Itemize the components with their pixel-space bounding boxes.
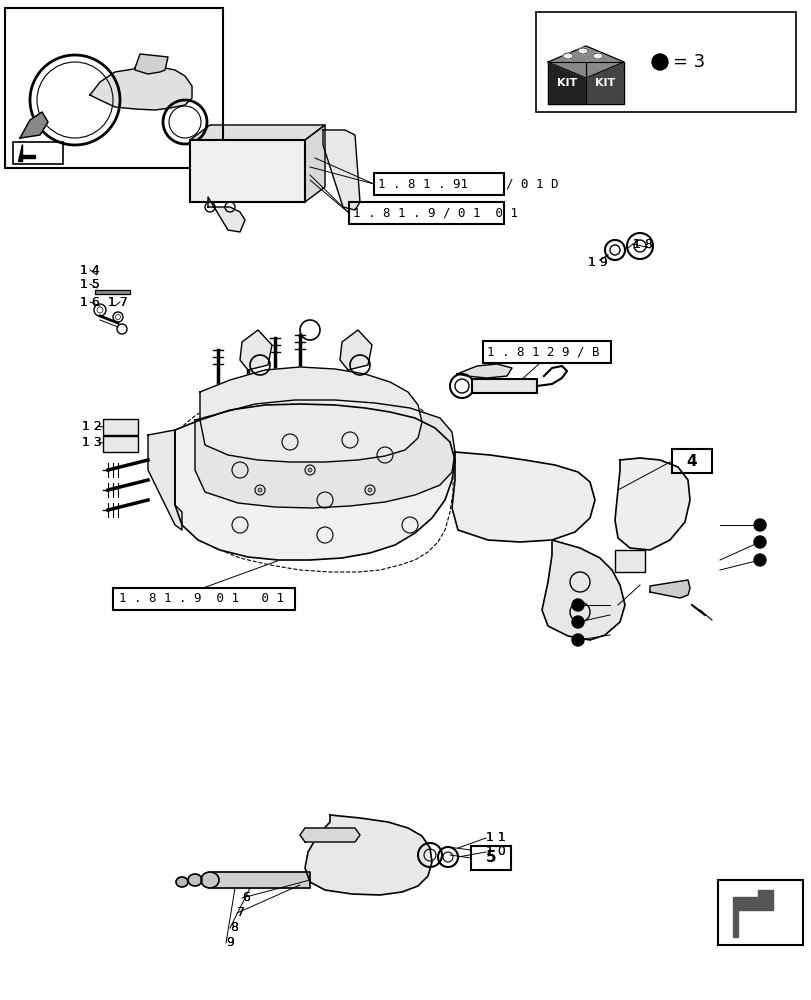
Text: 1 5: 1 5 <box>80 277 100 290</box>
Polygon shape <box>547 62 586 104</box>
Ellipse shape <box>176 877 188 887</box>
Text: 1 . 8 1 . 9 / 0 1  0 1: 1 . 8 1 . 9 / 0 1 0 1 <box>353 207 517 220</box>
Text: 1 2: 1 2 <box>82 420 101 432</box>
Polygon shape <box>541 540 624 640</box>
Bar <box>374 173 504 195</box>
Text: 8: 8 <box>230 921 238 934</box>
Ellipse shape <box>188 874 202 886</box>
Bar <box>103 436 138 452</box>
Circle shape <box>571 599 583 611</box>
Polygon shape <box>210 872 310 888</box>
Circle shape <box>651 54 667 70</box>
Text: 1 0: 1 0 <box>486 845 505 858</box>
Text: 6: 6 <box>242 892 250 904</box>
Text: 1 0: 1 0 <box>486 845 505 858</box>
Text: 1 4: 1 4 <box>80 263 100 276</box>
Polygon shape <box>452 452 594 542</box>
Bar <box>103 419 138 435</box>
Text: 1 8: 1 8 <box>633 237 652 250</box>
Text: 1 3: 1 3 <box>82 436 101 448</box>
Circle shape <box>753 519 765 531</box>
Polygon shape <box>457 364 512 378</box>
Ellipse shape <box>577 48 587 54</box>
Text: 1 5: 1 5 <box>80 277 100 290</box>
Text: 1 7: 1 7 <box>108 296 127 308</box>
Text: 5: 5 <box>485 850 496 865</box>
Text: 1 1: 1 1 <box>486 831 505 844</box>
Polygon shape <box>135 54 168 74</box>
Text: 1 . 8 1 2 9 / B: 1 . 8 1 2 9 / B <box>487 346 599 359</box>
Text: 4: 4 <box>686 454 697 468</box>
Polygon shape <box>732 890 772 937</box>
Circle shape <box>753 554 765 566</box>
Text: 1 4: 1 4 <box>80 263 100 276</box>
Text: / 0 1 D: / 0 1 D <box>505 178 558 191</box>
Bar <box>471 379 536 393</box>
Text: 9: 9 <box>225 936 234 949</box>
Polygon shape <box>95 290 130 294</box>
Text: KIT: KIT <box>594 78 615 88</box>
Text: 1 . 8 1 . 91: 1 . 8 1 . 91 <box>378 178 467 191</box>
Text: 1 9: 1 9 <box>587 255 607 268</box>
Bar <box>614 550 644 572</box>
Polygon shape <box>305 815 431 895</box>
Text: 1 . 8 1 . 9  0 1   0 1: 1 . 8 1 . 9 0 1 0 1 <box>119 592 284 605</box>
Polygon shape <box>195 400 454 508</box>
Bar <box>483 341 610 363</box>
Text: 1 3: 1 3 <box>82 436 101 448</box>
Text: 1 1: 1 1 <box>486 831 505 844</box>
Circle shape <box>367 488 371 492</box>
Polygon shape <box>547 46 623 78</box>
Bar <box>349 202 504 224</box>
Polygon shape <box>586 62 623 104</box>
Polygon shape <box>175 404 454 560</box>
Circle shape <box>571 634 583 646</box>
Polygon shape <box>323 130 359 210</box>
Bar <box>672 449 711 473</box>
Bar <box>113 588 294 610</box>
Polygon shape <box>148 430 182 530</box>
Circle shape <box>307 468 311 472</box>
Text: 1 9: 1 9 <box>587 255 607 268</box>
Ellipse shape <box>562 53 573 59</box>
Text: 8: 8 <box>230 921 238 934</box>
Text: 6: 6 <box>242 892 250 904</box>
Text: 1 6: 1 6 <box>80 296 100 308</box>
Bar <box>717 880 802 945</box>
Text: 1 7: 1 7 <box>108 296 127 308</box>
Text: 1 8: 1 8 <box>633 237 652 250</box>
Text: KIT: KIT <box>556 78 577 88</box>
Ellipse shape <box>592 53 603 59</box>
Polygon shape <box>200 367 422 462</box>
Polygon shape <box>90 68 191 110</box>
Polygon shape <box>305 125 324 202</box>
Bar <box>470 846 510 870</box>
Circle shape <box>571 616 583 628</box>
Bar <box>13 142 63 164</box>
Ellipse shape <box>201 872 219 888</box>
Text: = 3: = 3 <box>672 53 705 71</box>
Polygon shape <box>649 580 689 598</box>
Bar <box>190 140 305 202</box>
Text: 9: 9 <box>225 936 234 949</box>
Bar <box>5 8 223 168</box>
Text: 1 6: 1 6 <box>80 296 100 308</box>
Circle shape <box>753 536 765 548</box>
Polygon shape <box>299 828 359 842</box>
Polygon shape <box>20 112 48 138</box>
Polygon shape <box>208 197 245 232</box>
Bar <box>535 12 795 112</box>
Polygon shape <box>240 330 272 370</box>
Polygon shape <box>190 125 324 140</box>
Text: 7: 7 <box>237 906 245 919</box>
Polygon shape <box>18 144 35 161</box>
Polygon shape <box>614 458 689 550</box>
Circle shape <box>258 488 262 492</box>
Text: 7: 7 <box>237 906 245 919</box>
Text: 1 2: 1 2 <box>82 420 101 432</box>
Polygon shape <box>340 330 371 370</box>
